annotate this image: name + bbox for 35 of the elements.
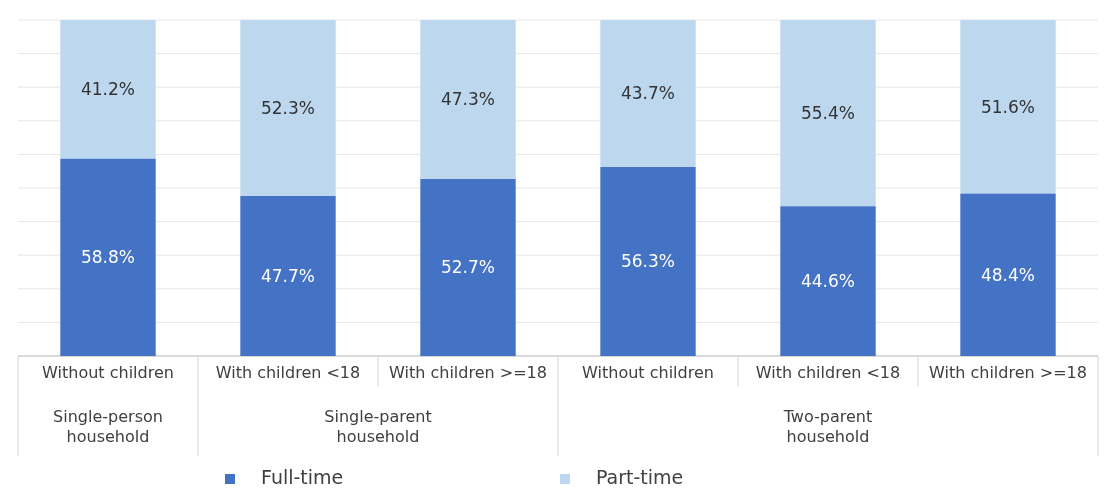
legend-label: Full-time <box>261 466 344 488</box>
x-tick-label: With children <18 <box>215 363 361 382</box>
data-label: 47.7% <box>260 265 316 286</box>
data-label: 43.7% <box>620 83 676 104</box>
data-label: 52.3% <box>260 97 316 118</box>
x-tick-label: With children >=18 <box>929 363 1087 382</box>
x-tick-label: Without children <box>42 363 174 382</box>
bar <box>60 158 156 356</box>
data-label: 56.3% <box>620 251 676 272</box>
data-label: 48.4% <box>980 264 1036 285</box>
bar <box>960 193 1056 356</box>
bar <box>60 20 156 159</box>
data-label: 47.3% <box>440 89 496 110</box>
data-label: 51.6% <box>980 96 1036 117</box>
x-tick-label: With children <18 <box>755 363 901 382</box>
text: Two-parent household <box>782 407 873 446</box>
bar <box>780 20 876 207</box>
x-tick-label: Without children <box>582 363 714 382</box>
x-tick-label: With children >=18 <box>389 363 547 382</box>
bar <box>420 178 516 356</box>
data-label: 41.2% <box>80 79 136 100</box>
data-label: 55.4% <box>800 103 856 124</box>
bar <box>600 20 696 167</box>
data-label: 52.7% <box>440 257 496 278</box>
bar <box>600 166 696 356</box>
data-label: 44.6% <box>800 271 856 292</box>
bar <box>240 20 336 196</box>
bar <box>780 206 876 356</box>
data-label: 58.8% <box>80 247 136 268</box>
bar <box>240 195 336 356</box>
text: Single-person household <box>53 407 163 446</box>
bar <box>960 20 1056 194</box>
bar <box>420 20 516 179</box>
legend-label: Part-time <box>596 466 684 488</box>
text: Single-parent household <box>324 407 432 446</box>
